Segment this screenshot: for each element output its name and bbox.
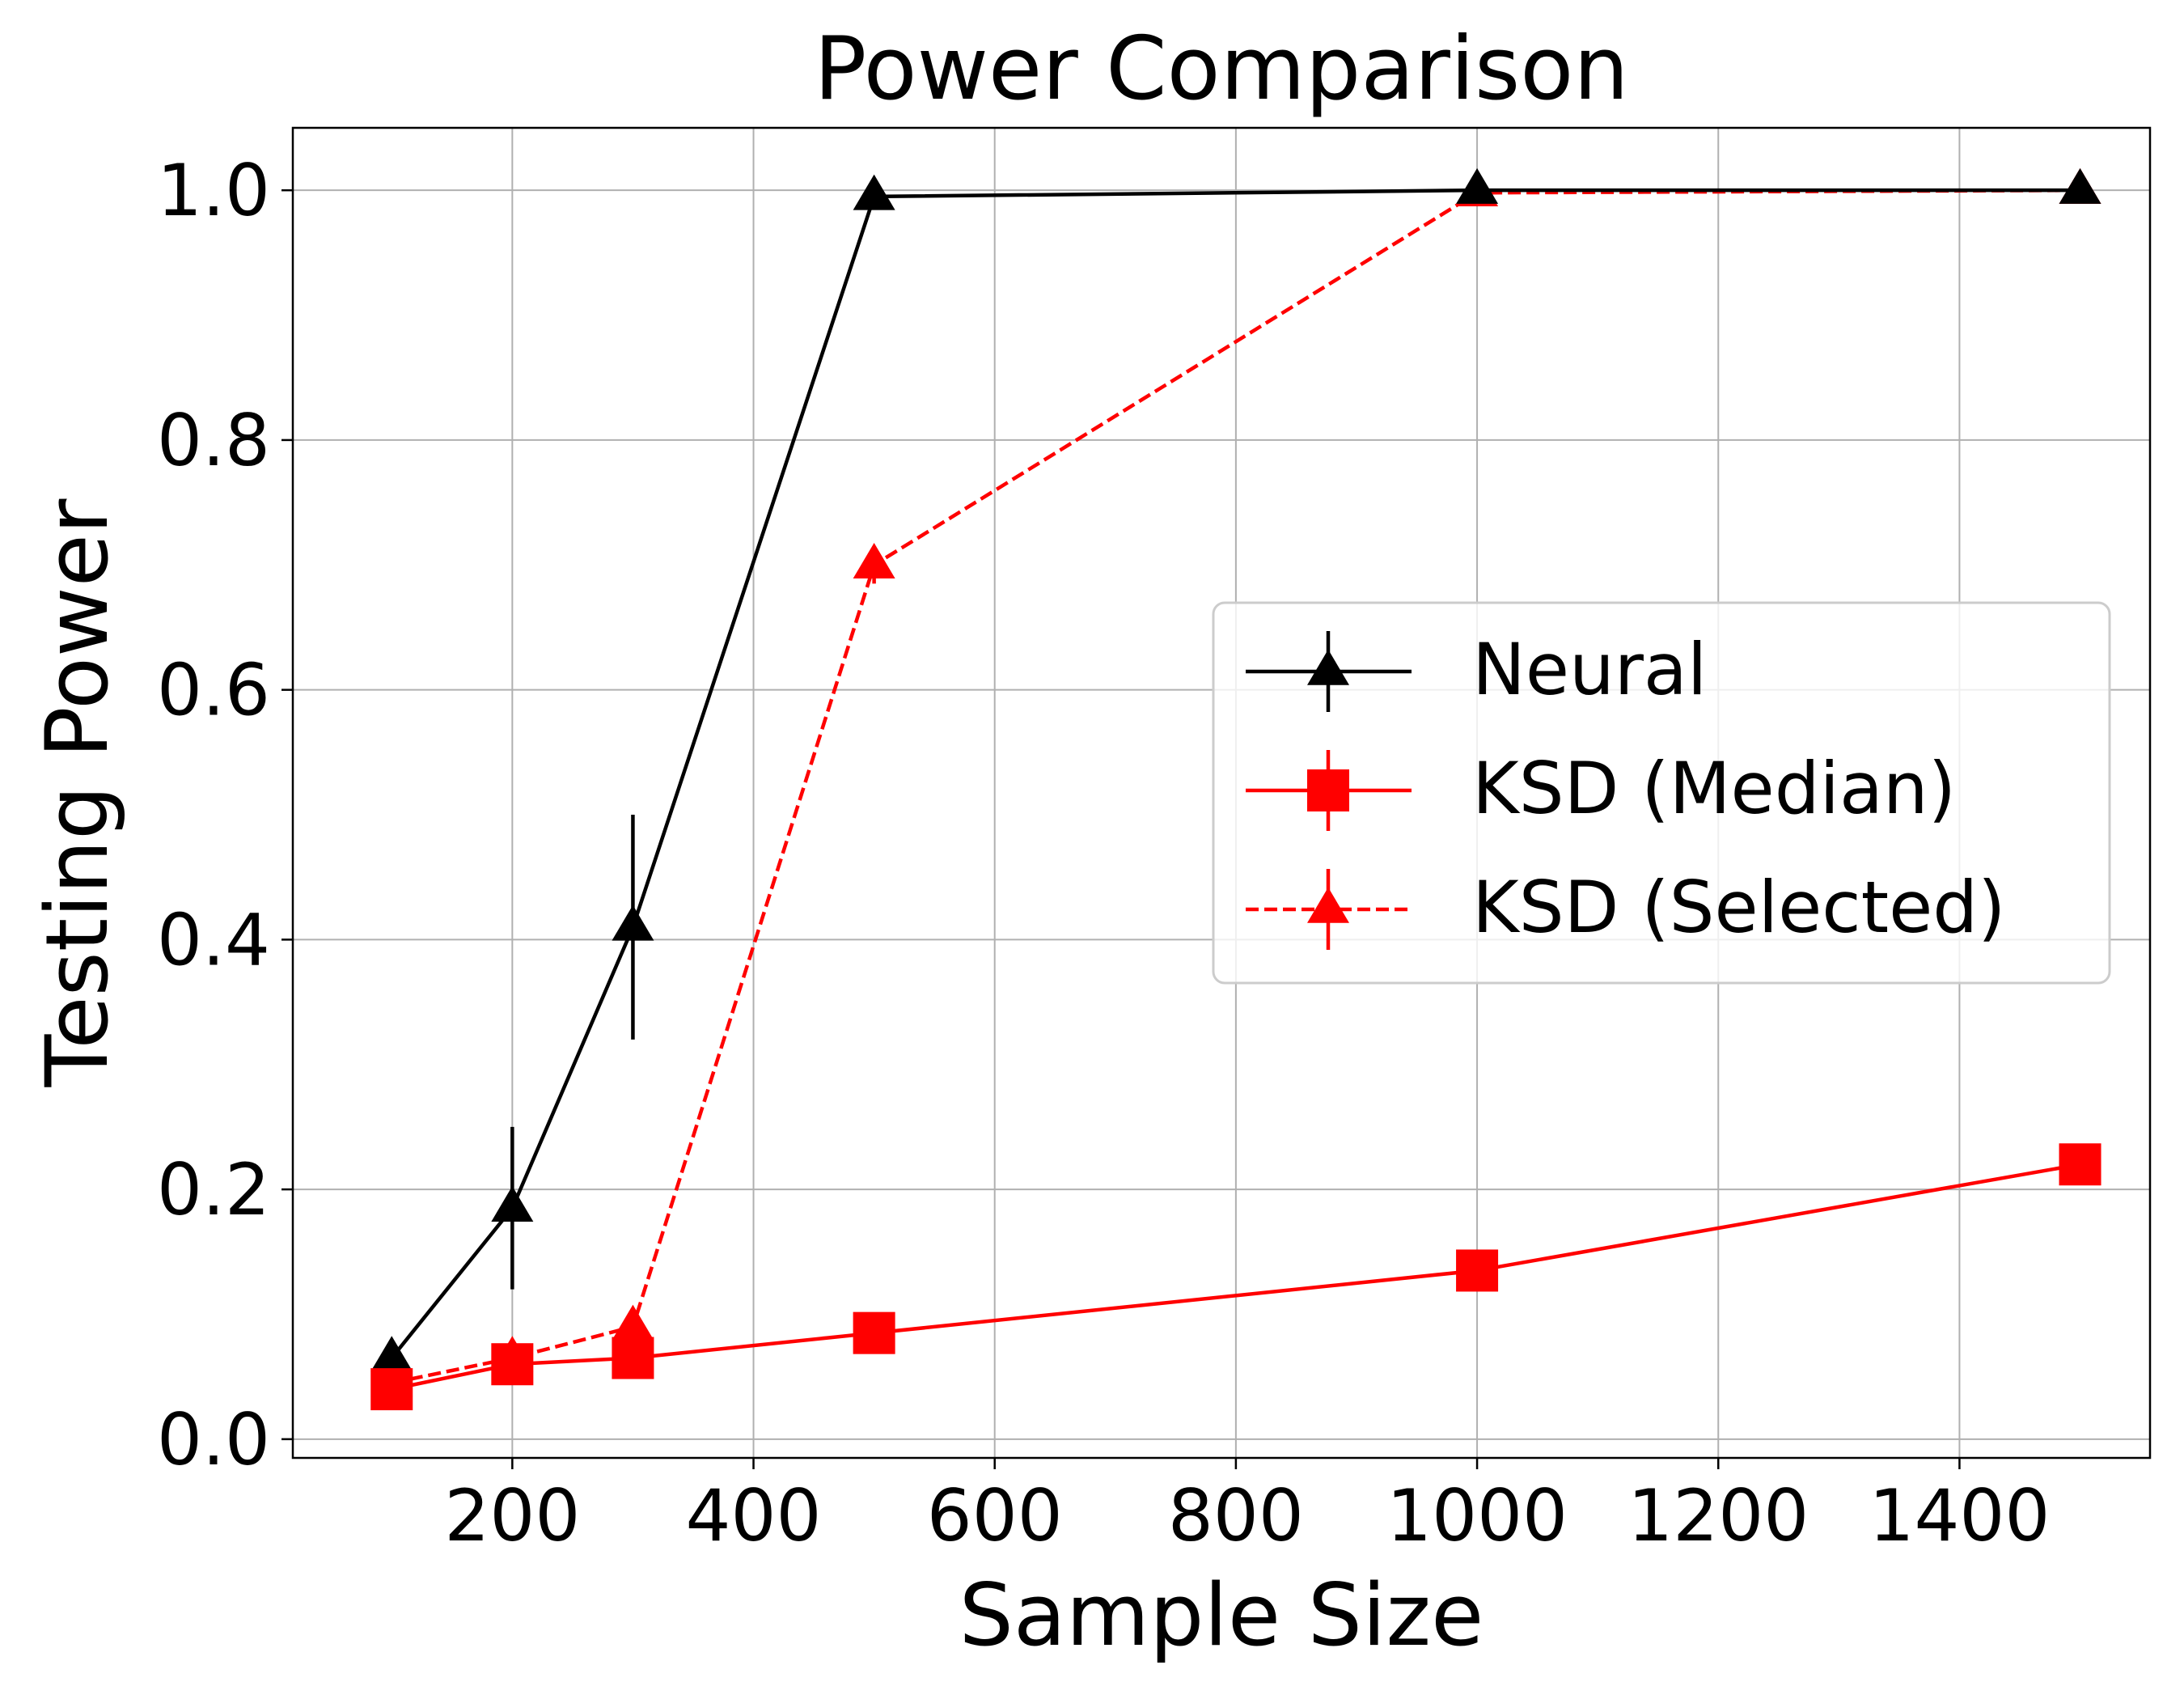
plot-frame — [291, 126, 2152, 1460]
legend-swatch-marker — [1307, 769, 1349, 811]
legend-label-ksd-median: KSD (Median) — [1472, 747, 1956, 830]
data-point-neural — [612, 905, 654, 941]
x-tick-label: 1200 — [1627, 1474, 1809, 1557]
data-point-ksd-median — [853, 1311, 895, 1354]
x-tick-label: 400 — [686, 1474, 822, 1557]
x-axis-label: Sample Size — [959, 1566, 1484, 1665]
tick-marks — [281, 189, 1961, 1469]
y-tick-label: 0.0 — [157, 1398, 270, 1481]
data-point-ksd-median — [491, 1343, 534, 1386]
data-point-neural — [1456, 167, 1499, 204]
legend-swatch-marker — [1307, 887, 1349, 923]
data-point-ksd-selected — [612, 1304, 654, 1341]
x-tick-label: 1000 — [1386, 1474, 1568, 1557]
data-point-ksd-median — [370, 1368, 413, 1411]
data-point-ksd-median — [2059, 1143, 2101, 1186]
legend-swatches — [1246, 631, 1412, 950]
data-point-ksd-median — [612, 1337, 654, 1379]
chart-title: Power Comparison — [814, 19, 1629, 120]
y-tick-label: 0.8 — [157, 399, 270, 482]
legend-label-ksd-selected: KSD (Selected) — [1472, 866, 2005, 949]
y-axis-label: Testing Power — [28, 498, 127, 1087]
x-tick-label: 800 — [1168, 1474, 1304, 1557]
x-tick-label: 600 — [927, 1474, 1063, 1557]
legend-swatch-marker — [1307, 649, 1349, 685]
y-tick-label: 0.4 — [157, 898, 270, 981]
data-point-neural — [2059, 167, 2101, 204]
legend-label-neural: Neural — [1472, 628, 1707, 711]
y-tick-label: 0.2 — [157, 1148, 270, 1231]
data-point-ksd-median — [1456, 1249, 1499, 1292]
series-ksd-median — [370, 1143, 2101, 1411]
data-point-neural — [853, 174, 895, 210]
x-tick-label: 200 — [444, 1474, 580, 1557]
series-line-neural — [390, 188, 2080, 1359]
legend-box — [1212, 601, 2111, 985]
series-neural — [370, 167, 2101, 1372]
legend: Neural KSD (Median) KSD (Selected) — [1212, 601, 2111, 985]
series-layer — [370, 167, 2101, 1411]
data-point-neural — [491, 1185, 534, 1222]
data-point-neural — [370, 1336, 413, 1372]
y-tick-label: 0.6 — [157, 649, 270, 732]
y-tick-label: 1.0 — [157, 149, 270, 232]
x-tick-label: 1400 — [1869, 1474, 2050, 1557]
data-point-ksd-selected — [853, 543, 895, 579]
